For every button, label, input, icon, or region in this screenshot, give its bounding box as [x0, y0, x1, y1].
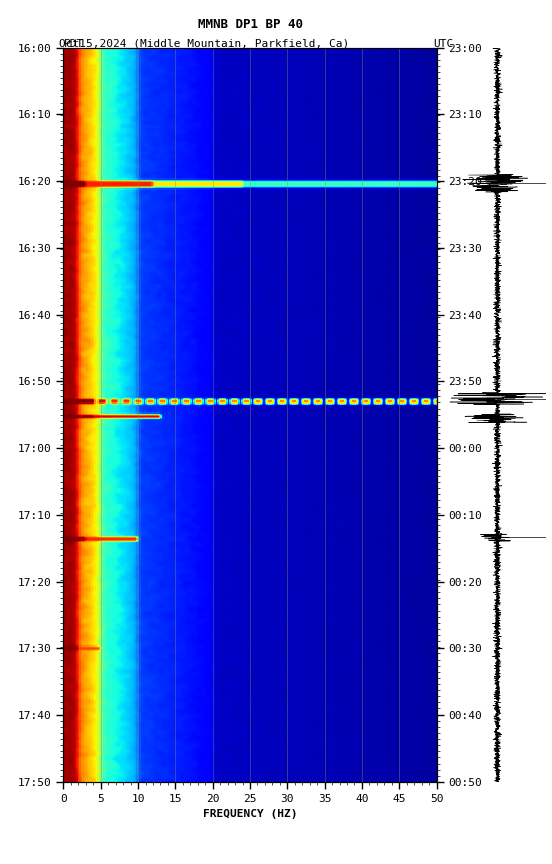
Text: PDT: PDT — [63, 39, 84, 49]
Text: UTC: UTC — [433, 39, 454, 49]
X-axis label: FREQUENCY (HZ): FREQUENCY (HZ) — [203, 810, 298, 819]
Title: MMNB DP1 BP 40: MMNB DP1 BP 40 — [198, 18, 302, 31]
Text: Oct15,2024 (Middle Mountain, Parkfield, Ca): Oct15,2024 (Middle Mountain, Parkfield, … — [59, 39, 349, 49]
